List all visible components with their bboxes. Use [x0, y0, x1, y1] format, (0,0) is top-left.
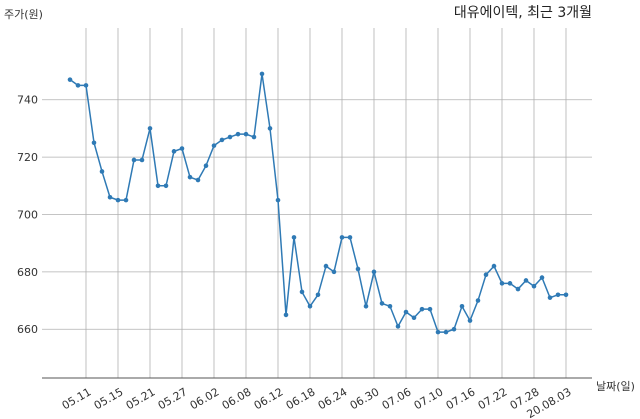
- price-point: [379, 301, 385, 306]
- price-point: [91, 140, 97, 146]
- x-tick-label: 06.18: [284, 385, 318, 412]
- y-tick-label: 680: [17, 266, 38, 279]
- price-point: [115, 197, 121, 203]
- x-tick-label: 06.02: [188, 385, 222, 412]
- price-point: [331, 269, 337, 275]
- price-point: [275, 197, 281, 203]
- grid-layer: [42, 28, 592, 378]
- price-point: [547, 295, 553, 300]
- price-point: [67, 77, 73, 82]
- price-point: [259, 71, 265, 77]
- price-point: [291, 235, 297, 240]
- price-point: [363, 303, 369, 309]
- price-point: [483, 272, 489, 278]
- series-layer: [67, 71, 569, 335]
- price-point: [267, 126, 273, 131]
- price-point: [435, 329, 441, 335]
- price-point: [339, 235, 345, 240]
- price-point: [147, 126, 153, 131]
- price-point: [107, 194, 113, 200]
- price-point: [467, 318, 473, 323]
- price-point: [307, 303, 313, 309]
- price-point: [323, 263, 329, 269]
- y-tick-label: 700: [17, 208, 38, 221]
- x-tick-label: 05.11: [60, 385, 94, 412]
- price-point: [299, 289, 305, 295]
- price-point: [235, 131, 241, 137]
- price-point: [315, 292, 321, 298]
- price-point: [515, 286, 521, 292]
- x-tick-label: 07.06: [380, 385, 414, 412]
- x-tick-label: 07.22: [476, 385, 510, 412]
- price-point: [451, 326, 457, 332]
- price-point: [155, 183, 161, 189]
- price-point: [83, 83, 89, 88]
- price-point: [75, 83, 81, 88]
- price-point: [131, 157, 137, 163]
- price-point: [419, 306, 425, 312]
- x-tick-label: 06.24: [316, 385, 350, 412]
- price-point: [499, 281, 505, 286]
- price-point: [355, 266, 361, 272]
- price-point: [203, 163, 209, 168]
- price-point: [139, 157, 145, 163]
- price-point: [491, 263, 497, 269]
- price-point: [475, 298, 481, 303]
- x-tick-label: 07.10: [412, 385, 446, 412]
- price-point: [539, 275, 545, 280]
- price-point: [227, 134, 233, 140]
- price-point: [243, 131, 249, 137]
- chart-title: 대유에이텍, 최근 3개월: [454, 5, 592, 21]
- x-tick-label: 06.12: [252, 385, 286, 412]
- x-tick-label: 05.15: [92, 385, 126, 412]
- price-point: [251, 134, 257, 140]
- price-point: [563, 292, 569, 298]
- tick-layer: 660 680 700 720 740 05.1105.1505.2105.2706.02…: [17, 94, 574, 419]
- price-point: [123, 197, 129, 203]
- price-point: [411, 315, 417, 321]
- price-point: [347, 235, 353, 240]
- y-tick-label: 740: [17, 94, 38, 107]
- price-point: [523, 278, 529, 283]
- price-point: [555, 292, 561, 298]
- y-tick-label: 660: [17, 323, 38, 336]
- x-axis-label: 날짜(일): [596, 379, 635, 393]
- y-axis-label: 주가(원): [4, 8, 43, 21]
- price-point: [99, 169, 105, 174]
- price-point: [427, 306, 433, 312]
- price-point: [219, 137, 225, 143]
- x-tick-label: 06.30: [348, 385, 382, 412]
- price-point: [283, 312, 289, 318]
- price-point: [371, 269, 377, 275]
- price-point: [163, 183, 169, 189]
- price-point: [195, 177, 201, 183]
- price-point: [179, 146, 185, 151]
- x-tick-label: 06.08: [220, 385, 254, 412]
- price-point: [507, 281, 513, 286]
- price-point: [187, 174, 193, 180]
- price-point: [387, 303, 393, 309]
- price-point: [211, 143, 217, 148]
- price-point: [459, 303, 465, 309]
- price-point: [403, 309, 409, 315]
- price-point: [171, 149, 177, 154]
- y-tick-label: 720: [17, 151, 38, 164]
- price-point: [531, 283, 537, 289]
- x-tick-label: 07.16: [444, 385, 478, 412]
- x-tick-label: 05.27: [156, 385, 190, 412]
- price-point: [395, 324, 401, 329]
- price-point: [443, 329, 449, 335]
- x-tick-label: 05.21: [124, 385, 158, 412]
